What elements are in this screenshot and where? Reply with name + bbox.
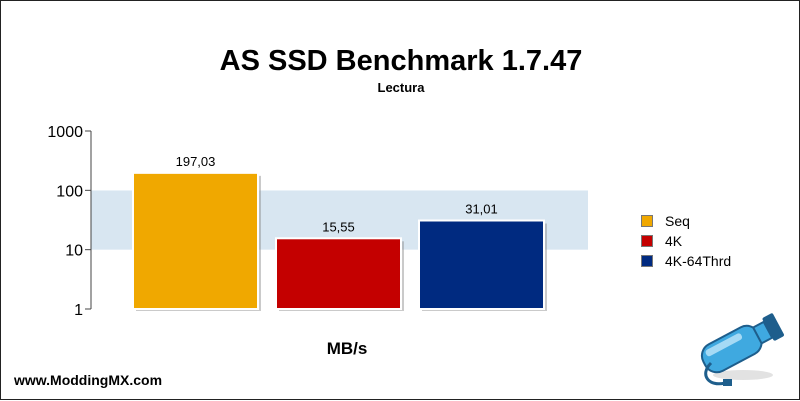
legend-item-4k-64thrd: 4K-64Thrd: [641, 251, 731, 271]
bar-4k-64thrd: [418, 219, 545, 310]
legend: Seq 4K 4K-64Thrd: [641, 211, 731, 271]
data-label-seq: 197,03: [176, 154, 216, 169]
legend-item-4k: 4K: [641, 231, 731, 251]
bar-seq: [132, 171, 259, 310]
bar-4k: [275, 237, 402, 310]
y-tick-label: 1000: [47, 124, 83, 141]
legend-swatch-4k-64thrd: [641, 255, 653, 267]
legend-swatch-seq: [641, 215, 653, 227]
legend-item-seq: Seq: [641, 211, 731, 231]
legend-label-seq: Seq: [665, 213, 690, 229]
data-label-4k-64thrd: 31,01: [465, 202, 498, 217]
y-tick-label: 1: [74, 302, 83, 319]
data-label-4k: 15,55: [322, 219, 355, 234]
y-tick-label: 10: [65, 243, 83, 260]
legend-swatch-4k: [641, 235, 653, 247]
legend-label-4k-64thrd: 4K-64Thrd: [665, 253, 732, 269]
y-tick-label: 100: [56, 183, 83, 200]
usb-bottle-icon: [700, 313, 784, 386]
legend-label-4k: 4K: [665, 233, 683, 249]
chart-title: AS SSD Benchmark 1.7.47: [219, 45, 583, 77]
website-footer: www.ModdingMX.com: [14, 372, 163, 388]
x-axis-label: MB/s: [326, 339, 368, 358]
chart-subtitle: Lectura: [377, 80, 425, 95]
